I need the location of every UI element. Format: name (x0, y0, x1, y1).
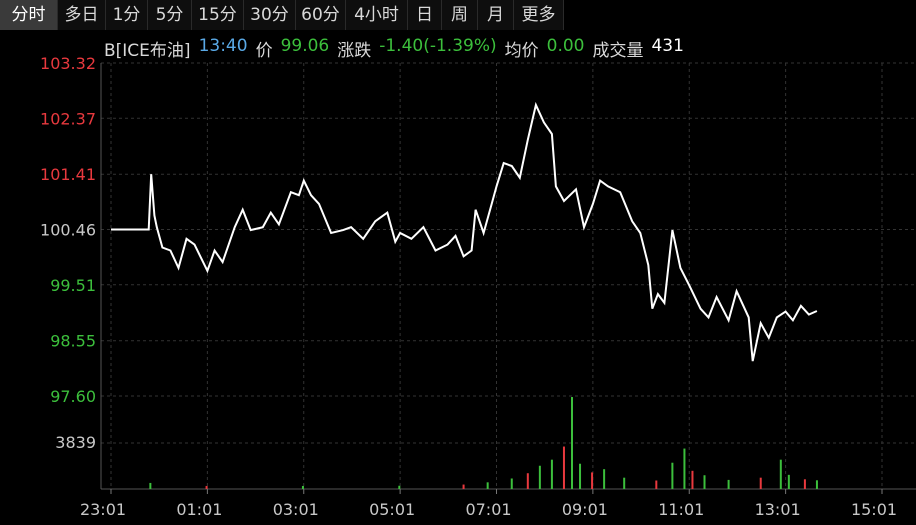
volume-bar (759, 477, 762, 489)
volume-bar (591, 472, 594, 489)
tab-5[interactable]: 30分 (244, 0, 296, 30)
avg-price-label: 均价 (504, 41, 539, 61)
x-tick-label: 23:01 (80, 500, 126, 519)
x-axis: 23:01 01:01 03:01 05:01 07:01 09:01 11:01 13:01… (80, 489, 897, 519)
y-tick-label: 101.41 (40, 165, 96, 184)
volume-bar (623, 477, 626, 489)
x-tick-label: 09:01 (562, 500, 608, 519)
volume-bar (562, 446, 565, 489)
volume-bar (570, 397, 573, 489)
volume-bar (603, 469, 606, 489)
volume-bar (691, 470, 694, 489)
volume-bar (398, 485, 401, 489)
volume-bar (205, 485, 208, 489)
volume-bar (803, 479, 806, 489)
volume-value: 431 (651, 36, 684, 56)
avg-price-value: 0.00 (546, 36, 585, 56)
x-tick-label: 03:01 (273, 500, 319, 519)
tab-8[interactable]: 日 (408, 0, 442, 30)
tab-9[interactable]: 周 (442, 0, 478, 30)
y-tick-label: 97.60 (50, 387, 96, 406)
volume-bar (510, 478, 513, 489)
tab-10[interactable]: 月 (478, 0, 514, 30)
volume-label: 成交量 (592, 41, 644, 61)
symbol-name: B[ICE布油] (104, 41, 191, 61)
volume-bar (727, 479, 730, 489)
x-tick-label: 07:01 (465, 500, 511, 519)
y-tick-label: 99.51 (50, 276, 96, 295)
tab-7[interactable]: 4小时 (346, 0, 408, 30)
volume-bar (787, 474, 790, 489)
tab-0[interactable]: 分时 (0, 0, 58, 30)
y-tick-label: 100.46 (40, 221, 96, 240)
x-tick-label: 15:01 (851, 500, 897, 519)
tab-2[interactable]: 1分 (106, 0, 148, 30)
x-tick-label: 01:01 (176, 500, 222, 519)
volume-bar (486, 482, 489, 489)
y-tick-label: 98.55 (50, 332, 96, 351)
quote-time: 13:40 (198, 36, 248, 56)
tab-4[interactable]: 15分 (192, 0, 244, 30)
chart-grid (100, 62, 916, 490)
volume-bar (579, 463, 582, 489)
price-value: 99.06 (280, 36, 330, 56)
volume-bar (526, 473, 529, 489)
volume-bar (655, 480, 658, 489)
change-label: 涨跌 (337, 41, 372, 61)
volume-axis: 3839 (55, 433, 96, 452)
x-tick-label: 11:01 (658, 500, 704, 519)
volume-bar (683, 448, 686, 489)
volume-bar (815, 480, 818, 489)
quote-info-bar: B[ICE布油] 13:40 价 99.06 涨跌 -1.40(-1.39%) … (104, 36, 692, 61)
period-tabs: 分时 多日 1分 5分 15分 30分 60分 4小时日周月更多 (0, 0, 916, 32)
tab-11[interactable]: 更多 (514, 0, 564, 30)
tab-1[interactable]: 多日 (58, 0, 106, 30)
volume-bar (703, 475, 706, 489)
volume-bar (149, 482, 152, 489)
y-tick-label: 103.32 (40, 54, 96, 73)
price-label: 价 (255, 41, 273, 61)
volume-bars (149, 397, 818, 489)
x-tick-label: 05:01 (369, 500, 415, 519)
volume-tick-label: 3839 (55, 433, 96, 452)
y-tick-label: 102.37 (40, 109, 96, 128)
volume-bar (779, 459, 782, 489)
volume-bar (301, 485, 304, 489)
volume-bar (538, 465, 541, 489)
volume-bar (671, 462, 674, 489)
volume-bar (550, 459, 553, 489)
price-line (111, 101, 818, 362)
x-tick-label: 13:01 (755, 500, 801, 519)
volume-bar (462, 484, 465, 489)
tab-3[interactable]: 5分 (148, 0, 192, 30)
tab-6[interactable]: 60分 (296, 0, 346, 30)
change-value: -1.40(-1.39%) (379, 36, 497, 56)
y-axis: 103.32 102.37 101.41 100.46 99.51 98.55 97.60 (40, 54, 96, 406)
